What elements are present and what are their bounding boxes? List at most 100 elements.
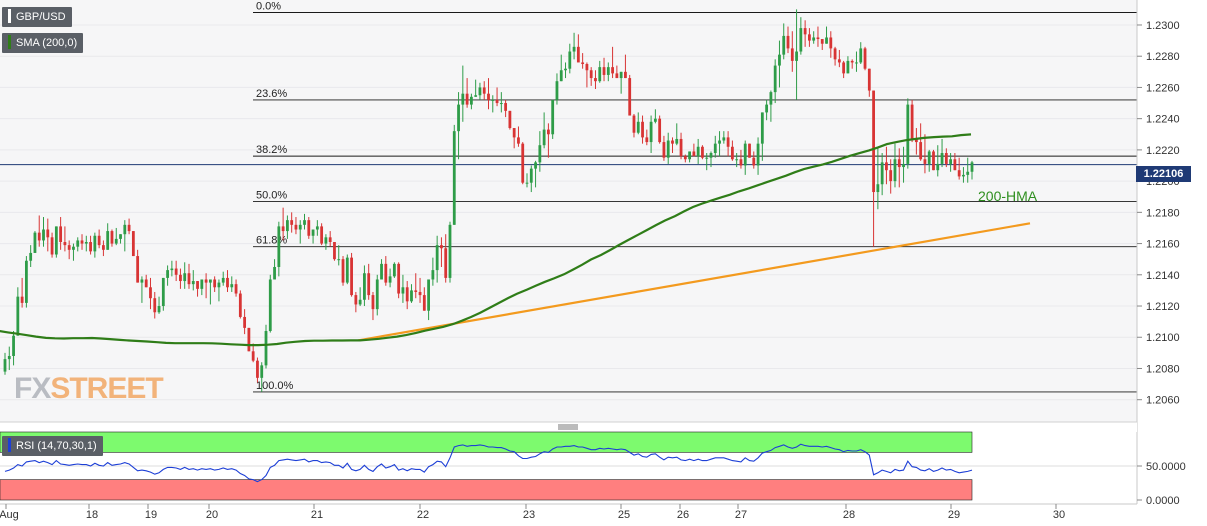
- candle-body: [418, 291, 422, 296]
- candle-body: [653, 118, 657, 122]
- candle-body: [114, 238, 118, 244]
- candle-body: [59, 226, 63, 243]
- candle-body: [427, 279, 430, 311]
- candle-body: [730, 146, 734, 160]
- candle-body: [414, 290, 418, 292]
- x-tick-label: 26: [677, 509, 689, 521]
- y-tick-label: 1.2060: [1146, 395, 1180, 407]
- candle-body: [889, 170, 893, 182]
- candle-body: [867, 68, 871, 91]
- candle-body: [24, 260, 28, 303]
- candle-body: [410, 290, 413, 302]
- candle-body: [837, 59, 841, 63]
- x-tick-label: 27: [735, 509, 747, 521]
- candle-body: [106, 231, 110, 250]
- candle-body: [508, 110, 512, 129]
- candle-body: [624, 71, 627, 79]
- candle-body: [850, 60, 854, 63]
- candle-body: [589, 70, 593, 79]
- candle-body: [196, 281, 199, 289]
- candlesticks: [3, 9, 974, 392]
- candle-body: [944, 153, 948, 164]
- candle-body: [842, 62, 846, 74]
- candle-body: [452, 131, 456, 225]
- candle-body: [897, 159, 901, 168]
- candle-body: [688, 151, 692, 160]
- candle-body: [187, 273, 191, 285]
- candle-body: [401, 287, 405, 294]
- candle-body: [46, 229, 50, 238]
- candle-body: [534, 162, 537, 169]
- candle-body: [790, 48, 794, 61]
- candle-body: [80, 240, 84, 244]
- candle-body: [932, 151, 935, 171]
- rsi-line: [4, 443, 973, 483]
- candle-body: [619, 71, 623, 79]
- candle-body: [701, 146, 704, 158]
- candle-body: [705, 157, 709, 159]
- candle-body: [525, 182, 529, 184]
- candle-body: [829, 37, 833, 49]
- candle-body: [914, 138, 918, 143]
- y-tick-label: 1.2080: [1146, 363, 1180, 375]
- candle-body: [872, 90, 875, 193]
- x-tick-label: 30: [1053, 509, 1065, 521]
- candle-body: [542, 129, 546, 146]
- candle-body: [572, 46, 576, 52]
- indicator-badge[interactable]: SMA (200,0): [2, 33, 84, 53]
- candle-body: [93, 235, 97, 252]
- pane-divider[interactable]: [0, 421, 1137, 432]
- candle-body: [191, 281, 195, 285]
- candle-body: [290, 220, 294, 225]
- rsi-oversold-zone: [0, 479, 973, 501]
- candle-body: [906, 104, 910, 164]
- x-tick-label: 21: [311, 509, 323, 521]
- x-tick-label: 18: [86, 509, 98, 521]
- last-price-badge: 1.22106: [1136, 166, 1191, 182]
- candle-body: [957, 170, 961, 177]
- candle-body: [662, 142, 666, 158]
- candle-body: [12, 335, 15, 356]
- y-tick-label: 1.2240: [1146, 114, 1180, 126]
- hma-label: 200-HMA: [978, 188, 1038, 204]
- y-tick-label: 1.2260: [1146, 82, 1180, 94]
- candle-body: [833, 48, 837, 60]
- candle-body: [696, 146, 700, 157]
- candle-body: [294, 224, 298, 230]
- candle-body: [89, 242, 92, 252]
- candle-body: [363, 273, 366, 300]
- indicator-swatch: [8, 35, 11, 49]
- candle-body: [936, 163, 940, 171]
- candle-body: [482, 87, 486, 94]
- candle-body: [953, 159, 957, 171]
- fib-level-label: 38.2%: [256, 144, 287, 156]
- candle-body: [328, 237, 332, 243]
- symbol-swatch: [8, 9, 11, 23]
- candle-body: [375, 279, 379, 310]
- symbol-badge[interactable]: GBP/USD: [2, 7, 72, 27]
- candle-body: [380, 263, 383, 280]
- rsi-badge[interactable]: RSI (14,70,30,1): [2, 436, 103, 456]
- candle-body: [183, 273, 187, 282]
- candle-body: [632, 115, 636, 133]
- candle-body: [709, 153, 713, 158]
- candle-body: [863, 48, 867, 69]
- candle-body: [226, 277, 229, 288]
- candle-body: [350, 257, 353, 296]
- candle-body: [641, 121, 644, 138]
- candle-body: [457, 104, 460, 132]
- fib-level-label: 100.0%: [256, 380, 294, 392]
- candle-body: [123, 224, 127, 235]
- candle-body: [692, 151, 696, 157]
- candle-body: [598, 67, 602, 82]
- candle-body: [636, 121, 640, 133]
- candle-body: [748, 143, 751, 158]
- x-tick-label: 23: [523, 509, 535, 521]
- candle-body: [529, 168, 533, 183]
- candle-body: [816, 37, 820, 40]
- price-axis: 1.23001.22801.22601.22401.22201.22001.21…: [1136, 0, 1180, 504]
- candle-body: [405, 287, 409, 302]
- candle-body: [499, 103, 503, 105]
- candle-body: [966, 171, 970, 175]
- x-tick-label: 20: [206, 509, 218, 521]
